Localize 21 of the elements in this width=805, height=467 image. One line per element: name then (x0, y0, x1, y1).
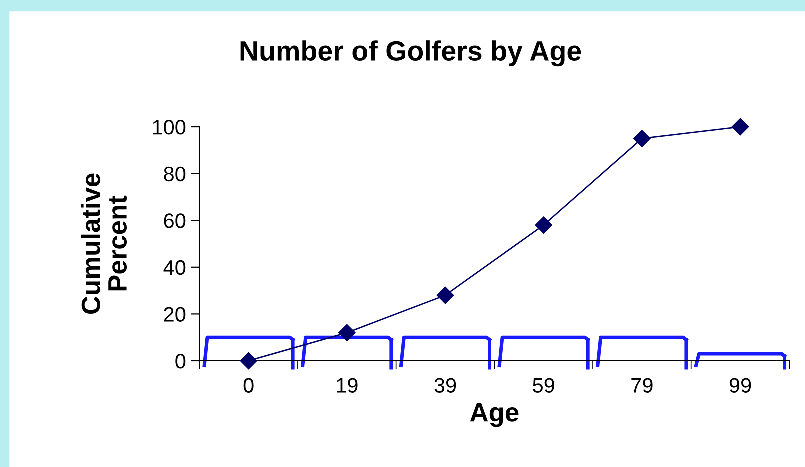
x-tick-label: 79 (632, 378, 653, 393)
point (240, 352, 258, 370)
point (338, 324, 356, 342)
x-tick-label: 39 (434, 378, 456, 393)
y-tick-label: 40 (164, 260, 186, 276)
y-tick-label: 60 (164, 214, 186, 228)
x-tick-label: 0 (244, 378, 254, 393)
x-tick-label: 19 (337, 378, 358, 393)
point (732, 118, 750, 136)
point (535, 216, 552, 234)
x-tick-label: 99 (730, 378, 752, 393)
x-tick-label: 59 (533, 378, 554, 393)
x-axis-title: Age (470, 403, 519, 428)
chart-title: Number of Golfers by Age (240, 40, 582, 67)
y-tick-label: 20 (164, 307, 186, 322)
y-tick-label: 80 (164, 166, 186, 182)
point (634, 130, 651, 148)
y-tick-label: 100 (153, 120, 186, 135)
point (436, 286, 454, 304)
y-axis-title: Cumulative Percent (81, 174, 128, 314)
y-tick-label: 0 (176, 354, 186, 369)
